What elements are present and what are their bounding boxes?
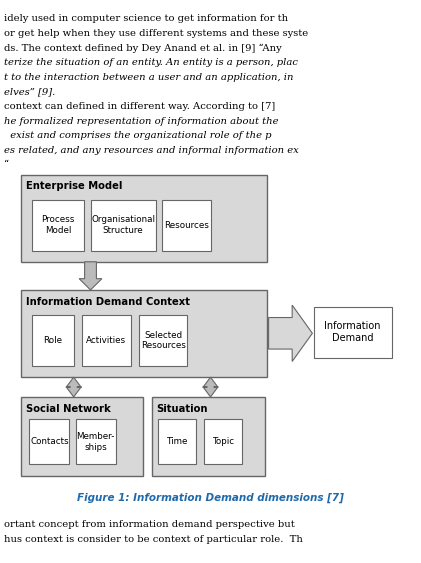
Text: es related, and any resources and informal information ex: es related, and any resources and inform… [4,146,299,155]
FancyBboxPatch shape [91,200,156,251]
FancyBboxPatch shape [29,419,69,464]
Text: or get help when they use different systems and these syste: or get help when they use different syst… [4,29,309,38]
Text: Member-
ships: Member- ships [77,432,115,452]
Polygon shape [203,377,218,397]
FancyBboxPatch shape [204,419,242,464]
Text: Activities: Activities [86,336,126,345]
Text: Social Network: Social Network [26,404,111,414]
Text: ds. The context defined by Dey Anand et al. in [9] “Any: ds. The context defined by Dey Anand et … [4,43,282,53]
Text: Figure 1: Information Demand dimensions [7]: Figure 1: Information Demand dimensions … [77,493,344,503]
FancyBboxPatch shape [21,175,267,262]
Text: ortant concept from information demand perspective but: ortant concept from information demand p… [4,520,295,529]
Text: idely used in computer science to get information for th: idely used in computer science to get in… [4,14,288,23]
FancyBboxPatch shape [82,315,131,366]
Text: Process
Model: Process Model [41,216,75,235]
Text: Organisational
Structure: Organisational Structure [91,216,155,235]
Text: Selected
Resources: Selected Resources [141,331,186,350]
FancyBboxPatch shape [162,200,210,251]
Text: Information Demand Context: Information Demand Context [26,297,190,307]
FancyBboxPatch shape [152,397,265,476]
FancyBboxPatch shape [139,315,187,366]
Text: t to the interaction between a user and an application, in: t to the interaction between a user and … [4,73,294,82]
FancyBboxPatch shape [158,419,196,464]
Text: Situation: Situation [157,404,208,414]
Text: exist and comprises the organizational role of the p: exist and comprises the organizational r… [4,131,272,140]
Polygon shape [269,305,312,361]
Text: Time: Time [166,437,187,446]
Text: he formalized representation of information about the: he formalized representation of informat… [4,117,279,126]
Polygon shape [79,262,102,290]
FancyBboxPatch shape [21,397,143,476]
Polygon shape [66,377,81,397]
Text: elves” [9].: elves” [9]. [4,87,56,96]
Text: Enterprise Model: Enterprise Model [26,181,123,191]
FancyBboxPatch shape [32,200,84,251]
Text: “: “ [4,160,9,169]
Text: terize the situation of an entity. An entity is a person, plac: terize the situation of an entity. An en… [4,58,298,67]
Text: Topic: Topic [212,437,234,446]
Text: hus context is consider to be context of particular role.  Th: hus context is consider to be context of… [4,535,303,544]
Text: Contacts: Contacts [30,437,69,446]
FancyBboxPatch shape [21,290,267,377]
Text: Role: Role [43,336,62,345]
Text: Resources: Resources [164,221,209,230]
FancyBboxPatch shape [76,419,116,464]
Text: Information
Demand: Information Demand [324,321,381,343]
FancyBboxPatch shape [314,307,392,358]
Text: context can defined in different way. According to [7]: context can defined in different way. Ac… [4,102,275,111]
FancyBboxPatch shape [32,315,74,366]
